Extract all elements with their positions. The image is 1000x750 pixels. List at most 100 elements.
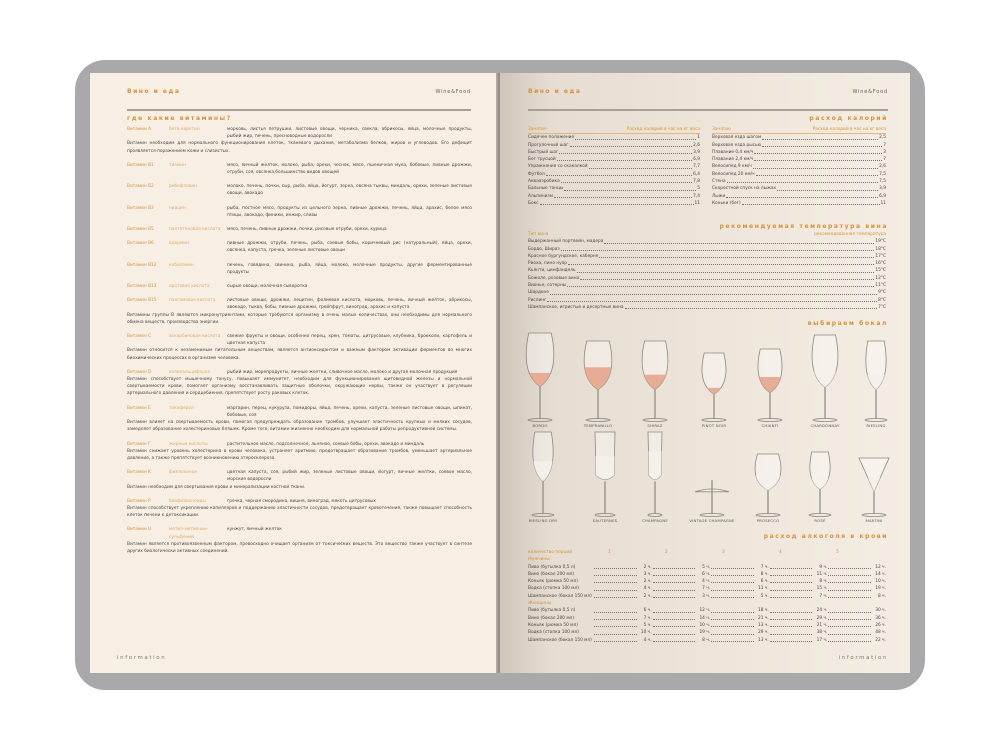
table-row: Быстрый шаг 3,9 — [528, 149, 700, 156]
dot-leader — [828, 607, 871, 613]
cell-value: 9 ч. — [819, 564, 828, 570]
wine-glass: TEMPRANILLO — [568, 340, 628, 428]
vitamin-row: Витамин E токоферол маргарин, перец, кукур… — [127, 405, 472, 419]
dot-leader — [828, 578, 871, 584]
vitamin-block: Витамин B1 тиамин мясо, яичный желток, мол… — [127, 162, 472, 176]
glass-label: PINOT NOIR — [701, 423, 727, 428]
dot-leader — [828, 571, 871, 577]
cell-value: 13 ч. — [758, 622, 769, 628]
vitamin-row: Витамин A бета-каротин морковь, листья пет… — [127, 126, 472, 140]
row-label: Вионье, сотерны — [528, 283, 567, 289]
vitamin-block: Витамин C аскорбиновая кислота свежие фрук… — [127, 333, 472, 362]
table-row: Шампанское, игристые и десертные вина 7°C — [528, 304, 886, 311]
page-header: Вино и еда — [127, 88, 181, 95]
table-row: Коньяк (рюмка 50 мл) 5 ч. 10 ч. 13 ч. 21 ч. 2… — [528, 622, 886, 629]
col-header: 4 — [779, 550, 782, 555]
cell-value: 14 ч. — [699, 615, 711, 621]
dot-leader — [604, 238, 875, 244]
row-value: 3,9 — [879, 186, 886, 192]
dot-leader — [599, 253, 875, 259]
table-row: Пиво (бутылка 0,5 л) 2 ч. 5 ч. 7 ч. 9 ч. 12 ч… — [528, 564, 886, 571]
dot-leader — [769, 615, 813, 620]
row-label: Выдержанный портвейн, мадера — [528, 239, 604, 245]
row-label: Шардоне — [528, 290, 550, 296]
col-header: 1 — [608, 550, 611, 555]
row-label: Водка (стопка 100 мл) — [528, 586, 579, 592]
dot-leader — [594, 564, 637, 569]
dot-leader — [594, 615, 637, 620]
cell-value: 8 ч. — [760, 571, 769, 577]
table-row: Упражнения со скакалкой 7,7 — [528, 163, 700, 170]
vitamin-sources: рыба, постное мясо, продукты из цельного… — [227, 205, 472, 218]
group-label: Женщины — [528, 601, 552, 607]
row-value: 18°C — [875, 246, 886, 252]
glass-icon — [757, 348, 783, 422]
dot-leader — [594, 593, 637, 599]
row-label: Коньяк (рюмка 50 мл) — [528, 579, 578, 585]
table-row: Коньяк (рюмка 50 мл) 2 ч. 4 ч. 6 ч. 8 ч. 10 ч… — [528, 578, 886, 585]
dot-leader — [652, 593, 696, 599]
cell-value: 5 ч. — [760, 593, 769, 599]
vitamin-sources: листовые овощи, дрожжи, лецитин, фолиева… — [227, 298, 472, 311]
table-row: Кьянти, цинфандель 15°C — [528, 267, 886, 274]
wine-glass: SHIRAZ — [625, 340, 685, 428]
glass-icon — [858, 457, 890, 517]
vitamin-row: Витамин B12 кобаламин печень, говядина, св… — [127, 262, 472, 276]
vitamin-name: Витамин P — [127, 498, 151, 504]
dot-leader — [594, 571, 637, 577]
cell-value: 18 ч. — [758, 608, 769, 614]
header-rule — [528, 109, 888, 111]
alcohol-title: расход алкоголя в крови — [763, 533, 888, 540]
dot-leader — [711, 622, 754, 628]
calories-table-right: Занятие Расход калорий в час на кг веса В… — [712, 126, 886, 207]
col-header: Занятие — [528, 127, 547, 132]
spine — [496, 73, 502, 673]
cell-value: 10 ч. — [640, 630, 652, 636]
row-value: 7,5 — [879, 179, 886, 185]
vitamin-sources: молоко, печень, почки, сыр, рыба, яйца, … — [227, 184, 472, 197]
glass-label: TEMPRANILLO — [583, 423, 613, 428]
vitamin-sources: рыбий жир, морепродукты, яичные желтки, … — [227, 369, 458, 375]
vitamin-compound: биофлавоноиды — [169, 498, 206, 504]
glass-icon — [583, 340, 613, 422]
vitamin-block: Витамин E токоферол маргарин, перец, кукур… — [127, 405, 472, 434]
row-label: Прогулочный шаг — [528, 142, 569, 148]
cell-value: 22 ч. — [875, 637, 886, 643]
row-value: 6,9 — [879, 193, 886, 199]
cell-value: 21 ч. — [758, 615, 769, 621]
wine-glass: PINOT NOIR — [684, 352, 744, 428]
table-row: Вионье, сотерны 11°C — [528, 282, 886, 289]
row-label: Футбол — [528, 171, 545, 177]
table-row: Прогулочный шаг 2,6 — [528, 142, 700, 149]
dot-leader — [762, 134, 879, 140]
table-row: Шардоне 9°C — [528, 289, 886, 296]
vitamin-compound: пантотеновая кислота — [169, 227, 221, 233]
wine-glass: MARTINI — [844, 457, 904, 523]
row-label: Велосипед 9 км/ч — [712, 164, 752, 170]
dot-leader — [594, 629, 637, 635]
wine-glass: CHARDONNAY — [795, 334, 855, 428]
row-label: Аквааэробика — [528, 179, 560, 185]
glass-icon — [811, 334, 839, 422]
glass-label: CHARDONNAY — [810, 423, 840, 428]
vitamin-list: Витамин A бета-каротин морковь, листья пет… — [127, 126, 472, 562]
table-row: Бег трусцой 6,9 — [528, 156, 700, 163]
row-value: 11 — [694, 200, 700, 206]
dot-leader — [828, 637, 871, 642]
dot-leader — [652, 571, 696, 577]
col-header: 2 — [665, 550, 668, 555]
cell-value: 8 ч. — [877, 593, 886, 599]
vitamin-sources: мясо, яичный желток, молоко, рыба, орехи… — [227, 162, 472, 176]
row-value: 7°C — [878, 304, 886, 310]
cell-value: 8 ч. — [702, 637, 711, 643]
dot-leader — [652, 615, 696, 620]
glasses-title: выбираем бокал — [807, 320, 888, 327]
row-label: Коньяк (рюмка 50 мл) — [528, 622, 578, 628]
row-label: Скоростной спуск на лыжах — [712, 186, 777, 192]
page-footer: information — [838, 655, 888, 661]
dot-leader — [711, 564, 754, 569]
row-value: 9°C — [878, 290, 886, 296]
vitamin-compound: токоферол — [169, 405, 194, 411]
vitamin-block: Витамин F жирные кислоты растительное масл… — [127, 441, 472, 463]
col-header: Занятие — [712, 127, 731, 132]
